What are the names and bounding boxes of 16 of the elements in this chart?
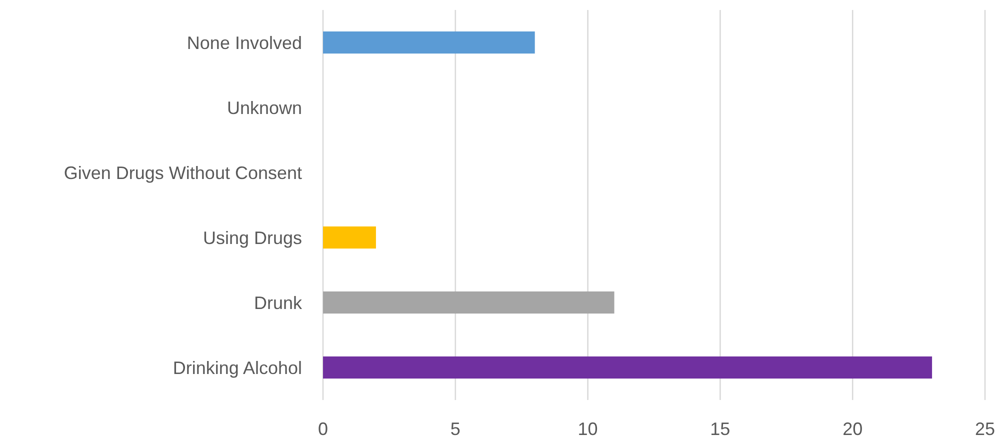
- y-tick-label: Unknown: [226, 98, 302, 118]
- y-tick-label: Using Drugs: [202, 228, 302, 248]
- bar: [323, 356, 932, 379]
- x-tick-label: 20: [842, 419, 863, 439]
- x-tick-label: 25: [974, 419, 996, 439]
- bar: [323, 291, 614, 314]
- x-tick-label: 15: [710, 419, 730, 439]
- bar: [323, 31, 535, 54]
- x-tick-label: 5: [450, 419, 460, 439]
- x-tick-label: 0: [318, 419, 328, 439]
- x-tick-label: 10: [578, 419, 598, 439]
- y-tick-label: Given Drugs Without Consent: [64, 162, 302, 183]
- bar: [323, 226, 376, 249]
- y-tick-label: Drunk: [254, 292, 303, 313]
- y-tick-label: Drinking Alcohol: [172, 358, 302, 378]
- y-tick-label: None Involved: [186, 32, 302, 53]
